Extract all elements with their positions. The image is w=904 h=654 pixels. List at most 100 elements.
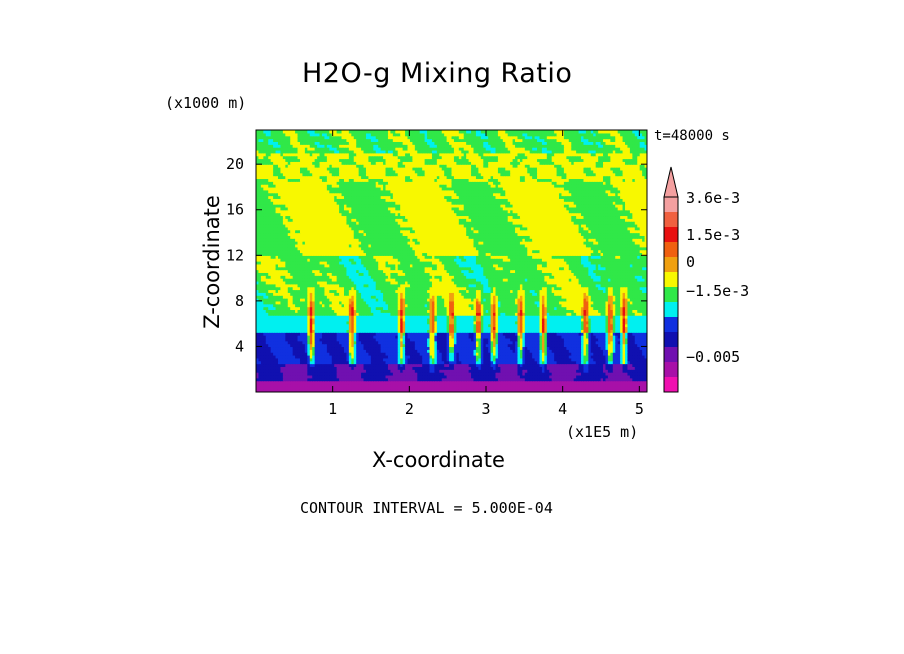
contour-cell bbox=[383, 340, 387, 345]
contour-cell bbox=[551, 346, 555, 350]
contour-cell bbox=[414, 383, 418, 387]
contour-cell bbox=[385, 386, 389, 390]
contour-cell bbox=[512, 360, 516, 365]
contour-cell bbox=[517, 380, 521, 385]
contour-cell bbox=[273, 374, 277, 379]
contour-cell bbox=[341, 357, 345, 362]
contour-cell bbox=[312, 352, 316, 356]
contour-cell bbox=[385, 343, 389, 348]
contour-cell bbox=[510, 346, 514, 350]
contour-cell bbox=[336, 335, 340, 339]
contour-cell bbox=[495, 352, 499, 356]
contour-cell bbox=[583, 363, 587, 367]
contour-cell bbox=[561, 372, 565, 376]
contour-cell bbox=[625, 357, 629, 362]
contour-cell bbox=[490, 340, 494, 345]
contour-cell bbox=[339, 383, 343, 387]
contour-cell bbox=[343, 340, 348, 345]
contour-cell bbox=[573, 352, 577, 356]
contour-cell bbox=[629, 343, 633, 348]
contour-cell bbox=[287, 337, 291, 342]
contour-cell bbox=[380, 383, 384, 387]
contour-cell bbox=[439, 380, 443, 385]
contour-cell bbox=[490, 389, 494, 392]
contour-cell bbox=[507, 383, 511, 387]
contour-cell bbox=[475, 343, 479, 348]
contour-cell bbox=[280, 340, 284, 345]
contour-cell bbox=[256, 352, 260, 356]
contour-cell bbox=[397, 369, 401, 373]
contour-cell bbox=[612, 383, 616, 387]
contour-cell bbox=[260, 383, 264, 387]
contour-cell bbox=[370, 372, 374, 376]
contour-cell bbox=[629, 380, 633, 385]
contour-cell bbox=[629, 354, 633, 359]
contour-cell bbox=[612, 386, 616, 390]
contour-cell bbox=[268, 354, 272, 359]
contour-cell bbox=[363, 352, 367, 356]
contour-cell bbox=[593, 363, 597, 367]
contour-cell bbox=[256, 340, 260, 345]
contour-cell bbox=[446, 380, 450, 385]
contour-cell bbox=[302, 360, 306, 365]
contour-cell bbox=[497, 352, 501, 356]
contour-cell bbox=[273, 360, 277, 365]
contour-cell bbox=[331, 363, 335, 367]
contour-cell bbox=[529, 369, 533, 373]
contour-cell bbox=[444, 369, 448, 373]
contour-cell bbox=[541, 346, 545, 350]
contour-cell bbox=[485, 377, 489, 382]
contour-cell bbox=[302, 377, 306, 382]
contour-cell bbox=[317, 337, 321, 342]
contour-cell bbox=[341, 374, 345, 379]
contour-cell bbox=[412, 346, 416, 350]
contour-cell bbox=[339, 337, 343, 342]
contour-cell bbox=[431, 369, 435, 373]
contour-cell bbox=[441, 335, 445, 339]
contour-cell bbox=[605, 352, 609, 356]
contour-cell bbox=[453, 335, 457, 339]
contour-cell bbox=[485, 357, 489, 362]
contour-cell bbox=[449, 335, 453, 339]
contour-cell bbox=[529, 337, 533, 342]
contour-cell bbox=[258, 377, 262, 382]
contour-cell bbox=[326, 360, 330, 365]
contour-cell bbox=[537, 383, 541, 387]
contour-cell bbox=[304, 386, 308, 390]
chart-title: H2O-g Mixing Ratio bbox=[302, 58, 573, 89]
contour-cell bbox=[590, 357, 594, 362]
contour-cell bbox=[385, 380, 389, 385]
contour-cell bbox=[500, 340, 504, 345]
contour-cell bbox=[378, 340, 382, 345]
contour-cell bbox=[573, 383, 577, 387]
contour-cell bbox=[275, 337, 279, 342]
contour-cell bbox=[441, 363, 445, 367]
contour-cell bbox=[453, 363, 457, 367]
contour-cell bbox=[444, 354, 448, 359]
contour-cell bbox=[380, 337, 384, 342]
contour-cell bbox=[590, 340, 594, 345]
contour-cell bbox=[461, 354, 465, 359]
contour-cell bbox=[260, 354, 264, 359]
contour-cell bbox=[299, 366, 304, 370]
contour-cell bbox=[466, 386, 470, 390]
contour-cell bbox=[453, 343, 457, 348]
contour-cell bbox=[429, 357, 433, 362]
contour-cell bbox=[383, 337, 387, 342]
contour-cell bbox=[615, 340, 619, 345]
contour-cell bbox=[263, 352, 267, 356]
contour-cell bbox=[466, 349, 470, 353]
contour-cell bbox=[573, 357, 577, 362]
contour-cell bbox=[353, 383, 357, 387]
contour-cell bbox=[495, 354, 499, 359]
contour-cell bbox=[263, 357, 267, 362]
contour-cell bbox=[273, 389, 277, 392]
contour-cell bbox=[334, 374, 338, 379]
contour-cell bbox=[556, 366, 560, 370]
contour-cell bbox=[385, 337, 389, 342]
contour-cell bbox=[363, 340, 367, 345]
contour-cell bbox=[517, 363, 521, 367]
contour-cell bbox=[402, 352, 406, 356]
contour-cell bbox=[265, 357, 269, 362]
contour-cell bbox=[544, 360, 548, 365]
